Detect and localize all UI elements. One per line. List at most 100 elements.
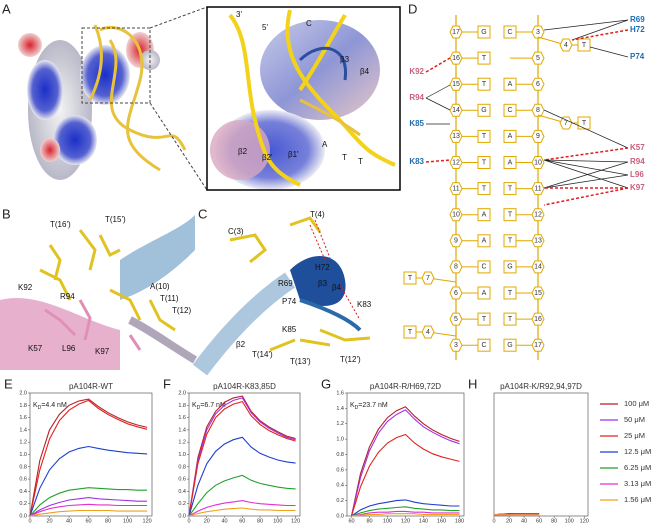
y-tick-label: 1.8 [19, 403, 27, 409]
residue-label: R94 [630, 157, 645, 166]
x-tick-label: 20 [204, 518, 210, 524]
panel-letter: C [198, 206, 207, 221]
y-tick-label: 0.2 [19, 501, 27, 507]
nucleotide-node [449, 338, 463, 352]
nucleotide-number: 5 [454, 316, 458, 323]
y-tick-label: 2.0 [178, 390, 186, 396]
nucleotide-node [531, 182, 545, 196]
nucleotide-node [449, 129, 463, 143]
sensorgram-line [29, 497, 148, 517]
y-tick-label: 1.4 [19, 427, 27, 433]
base-letter: T [482, 55, 487, 62]
residue-label: P74 [282, 297, 297, 306]
residue-label: T(16') [50, 220, 71, 229]
base-letter: T [508, 316, 513, 323]
base-box [477, 234, 491, 248]
base-box [503, 208, 517, 222]
nucleotide-node [559, 38, 573, 52]
base-box [477, 51, 491, 65]
base-letter: A [482, 212, 487, 219]
contact-arrow [543, 19, 629, 31]
sensorgram-line [188, 500, 296, 517]
hbond [543, 187, 629, 206]
panel-letter: G [321, 376, 331, 391]
sensorgram-line [29, 398, 148, 517]
hbond [425, 57, 451, 73]
residue-label: K97 [95, 347, 110, 356]
residue-label: K57 [630, 143, 645, 152]
x-tick-label: 120 [580, 518, 589, 524]
residue-label: β3 [318, 279, 328, 288]
residue-label: T(11) [160, 294, 179, 303]
base-letter: T [508, 212, 513, 219]
panel-a-inset [206, 6, 401, 191]
panel-c-image [192, 216, 371, 376]
contact-arrow [543, 159, 629, 189]
nucleotide-number: 15 [534, 290, 542, 297]
y-tick-label: 0.0 [336, 513, 344, 519]
x-tick-label: 20 [46, 518, 52, 524]
base-box [503, 77, 517, 91]
panel-letter: A [2, 1, 11, 16]
nucleotide-number: 4 [426, 329, 430, 336]
hbond [425, 159, 451, 163]
nucleotide-node [449, 234, 463, 248]
y-tick-label: 0.6 [336, 467, 344, 473]
y-tick-label: 1.0 [336, 437, 344, 443]
nucleotide-node [449, 260, 463, 274]
x-tick-label: 80 [105, 518, 111, 524]
contact-arrow [543, 174, 629, 189]
y-tick-label: 0.6 [178, 477, 186, 483]
y-tick-label: 1.2 [19, 440, 27, 446]
sensorgram-line [29, 503, 148, 517]
base-box [503, 182, 517, 196]
kd-part: K [33, 402, 38, 409]
x-tick-label: 180 [455, 518, 464, 524]
nucleotide-number: 10 [452, 212, 460, 219]
panel-letter: D [408, 1, 417, 16]
nucleotide-number: 16 [452, 55, 460, 62]
residue-label: L96 [62, 344, 76, 353]
y-tick-label: 1.6 [19, 415, 27, 421]
nucleotide-number: 8 [454, 264, 458, 271]
chart-title: pA104R-K/R92,94,97D [500, 382, 582, 391]
x-tick-label: 120 [291, 518, 300, 524]
sensorgram-line [29, 445, 148, 517]
residue-label: β2 [238, 147, 248, 156]
nucleotide-node [449, 51, 463, 65]
base-box [403, 271, 417, 285]
base-box [477, 260, 491, 274]
nucleotide-number: 10 [534, 159, 542, 166]
kd-part: K [192, 402, 197, 409]
contact-arrow [425, 97, 451, 111]
contact-arrow [543, 159, 629, 163]
panel-d-diagram: 17 3 G C 16 5 T 15 6 T A 14 8 G C 13 9 T A 12 10 T A 11 11 T T 10 12… [403, 15, 645, 360]
x-tick-label: 60 [348, 518, 354, 524]
nucleotide-node [531, 25, 545, 39]
residue-label: R69 [630, 15, 645, 24]
kd-part: D [355, 405, 359, 411]
nucleotide-node [531, 234, 545, 248]
sensorgram-line [493, 513, 540, 516]
nucleotide-number: 7 [426, 275, 430, 282]
nucleotide-node [449, 103, 463, 117]
nucleotide-node [449, 286, 463, 300]
nucleotide-node [531, 156, 545, 169]
residue-label: K85 [282, 325, 297, 334]
contact-arrow [543, 159, 629, 176]
kd-annotation: KD=23.7 nM [350, 402, 388, 411]
y-tick-label: 1.4 [336, 406, 344, 412]
base-letter: C [481, 264, 486, 271]
residue-label: R69 [278, 279, 293, 288]
base-letter: A [482, 290, 487, 297]
kd-part: D [38, 405, 42, 411]
hbond [571, 29, 629, 41]
residue-label: T(13') [290, 357, 311, 366]
base-letter: T [508, 290, 513, 297]
nucleotide-number: 13 [452, 133, 460, 140]
x-tick-label: 40 [66, 518, 72, 524]
base-letter: G [481, 29, 486, 36]
sensorgram-line [188, 400, 296, 517]
nucleotide-node [531, 51, 545, 65]
plot-frame [346, 392, 465, 517]
